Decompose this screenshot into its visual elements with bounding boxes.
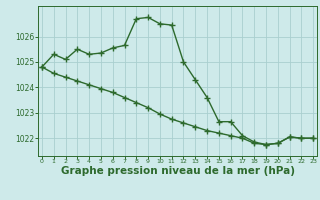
X-axis label: Graphe pression niveau de la mer (hPa): Graphe pression niveau de la mer (hPa) <box>60 166 295 176</box>
